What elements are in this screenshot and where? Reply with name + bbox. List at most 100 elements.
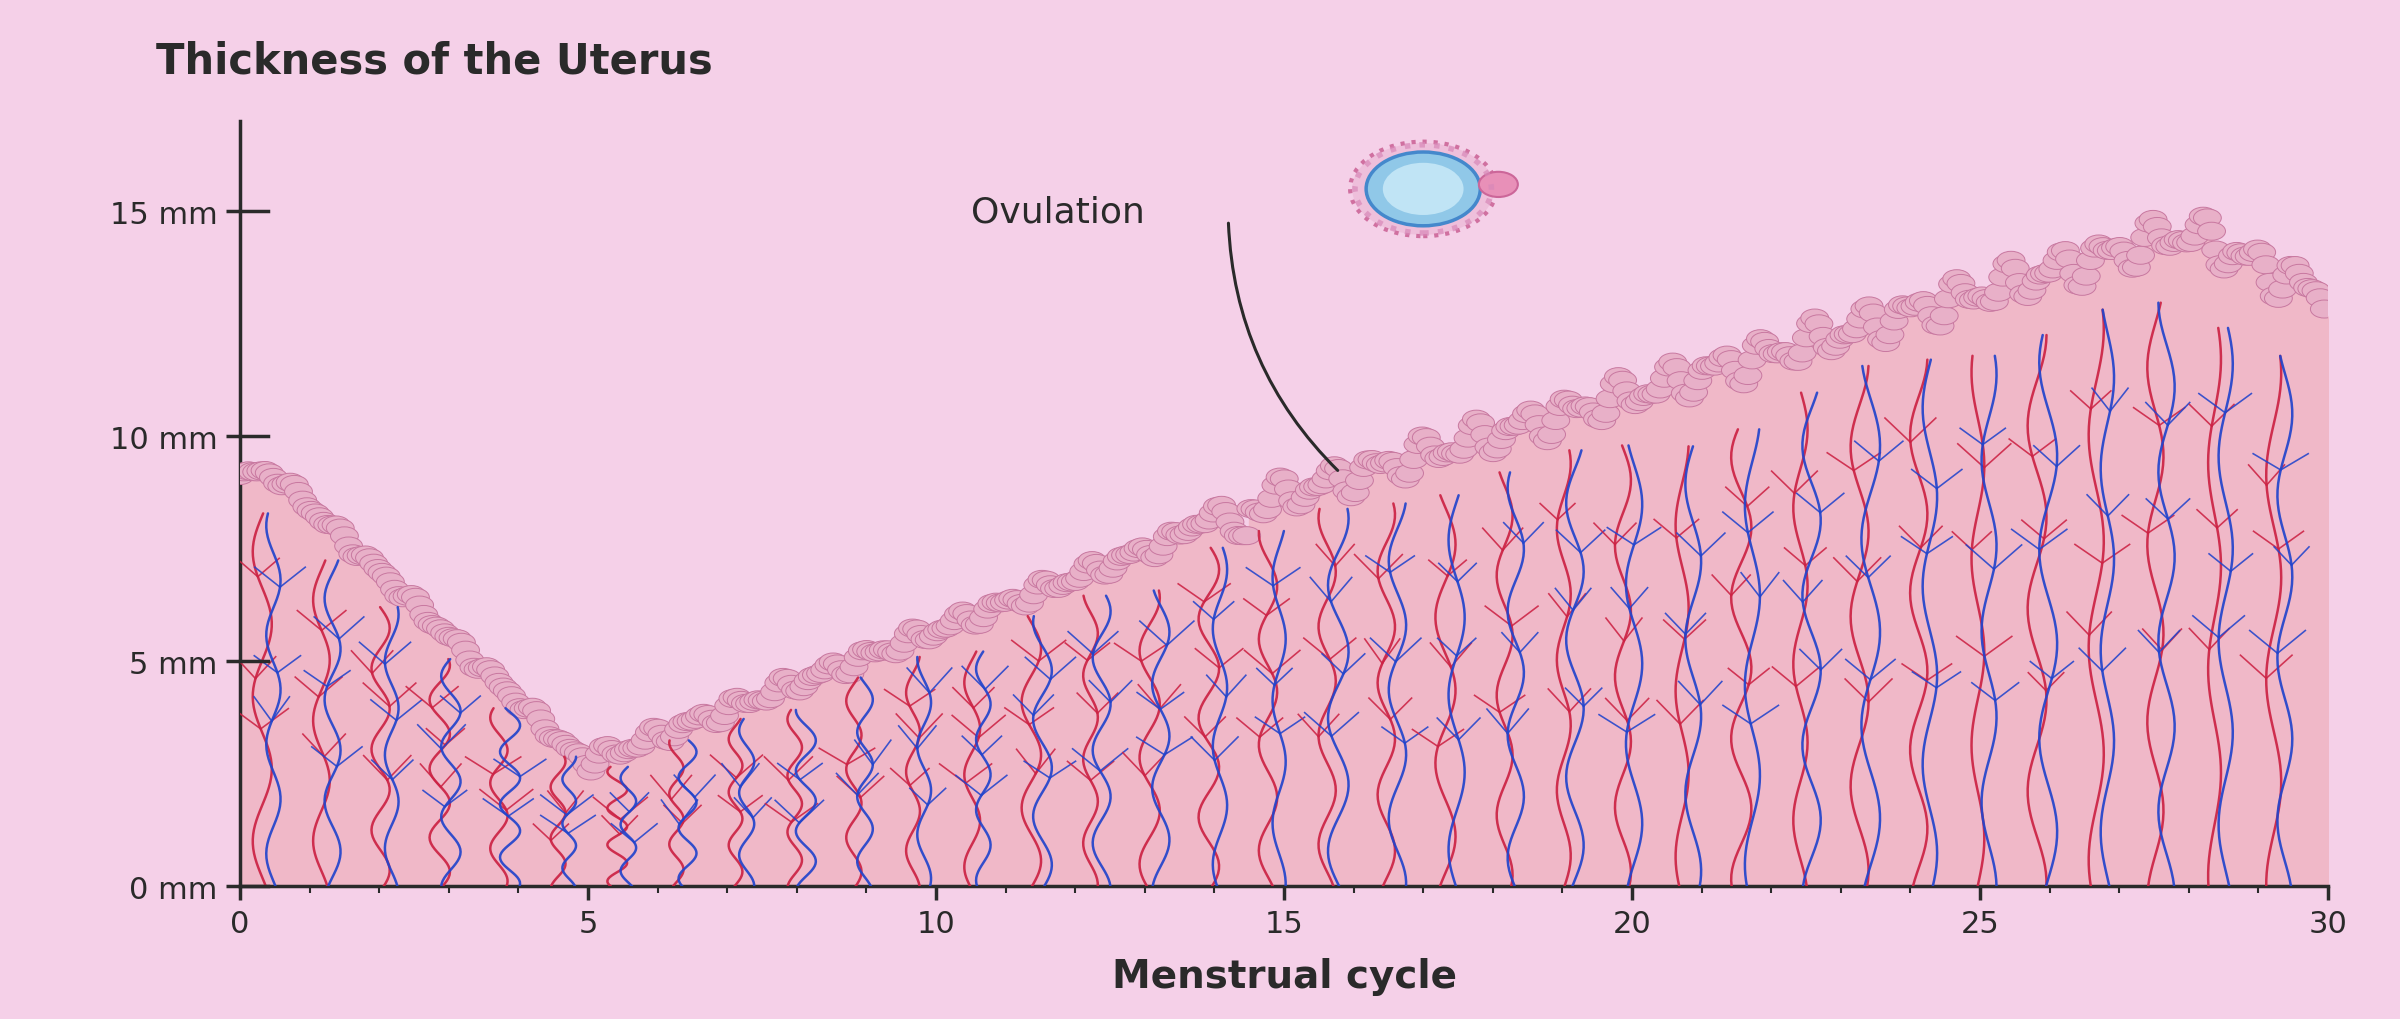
Circle shape: [2280, 257, 2309, 275]
Circle shape: [1296, 482, 1322, 499]
Circle shape: [965, 615, 994, 634]
Circle shape: [1584, 411, 1610, 428]
Circle shape: [1366, 457, 1394, 474]
Circle shape: [1416, 438, 1445, 455]
Circle shape: [1478, 172, 1517, 198]
Circle shape: [722, 689, 751, 706]
Circle shape: [1613, 382, 1642, 400]
Circle shape: [1111, 546, 1140, 565]
Circle shape: [614, 741, 643, 759]
Circle shape: [1483, 440, 1512, 459]
Circle shape: [2076, 253, 2105, 270]
Circle shape: [1325, 460, 1354, 478]
Circle shape: [317, 517, 346, 535]
Circle shape: [818, 653, 847, 672]
Circle shape: [427, 621, 454, 638]
Circle shape: [1049, 577, 1078, 595]
Circle shape: [1219, 523, 1248, 541]
Circle shape: [1838, 325, 1867, 343]
Circle shape: [456, 651, 485, 669]
Circle shape: [1747, 330, 1774, 348]
Circle shape: [665, 720, 694, 739]
Circle shape: [1901, 298, 1930, 316]
Circle shape: [1274, 481, 1303, 498]
Circle shape: [1320, 458, 1349, 475]
Circle shape: [401, 589, 430, 606]
Circle shape: [1934, 290, 1963, 309]
Circle shape: [1066, 570, 1094, 588]
Circle shape: [1054, 574, 1080, 592]
Circle shape: [991, 594, 1018, 611]
Circle shape: [590, 738, 617, 756]
Circle shape: [1608, 372, 1637, 390]
Circle shape: [1702, 358, 1728, 376]
Circle shape: [2268, 281, 2297, 299]
Circle shape: [1349, 459, 1378, 477]
Circle shape: [518, 699, 547, 716]
X-axis label: Menstrual cycle: Menstrual cycle: [1111, 957, 1457, 996]
Circle shape: [727, 692, 756, 709]
Circle shape: [1145, 546, 1174, 565]
Circle shape: [977, 595, 1006, 612]
Circle shape: [1284, 498, 1310, 517]
Circle shape: [1733, 367, 1762, 385]
Circle shape: [242, 464, 271, 481]
Circle shape: [931, 620, 960, 638]
Circle shape: [1212, 503, 1241, 521]
Circle shape: [626, 738, 655, 755]
Circle shape: [953, 605, 982, 623]
Circle shape: [434, 628, 463, 646]
Circle shape: [1428, 448, 1457, 466]
Circle shape: [1003, 591, 1032, 609]
Circle shape: [1495, 418, 1524, 436]
Circle shape: [1075, 555, 1102, 574]
Circle shape: [2249, 244, 2275, 262]
Circle shape: [1510, 412, 1536, 430]
Circle shape: [1800, 310, 1829, 328]
Circle shape: [1601, 375, 1627, 393]
Circle shape: [2136, 215, 2162, 233]
Circle shape: [271, 476, 300, 493]
Circle shape: [446, 634, 475, 651]
Circle shape: [1241, 500, 1270, 519]
Circle shape: [790, 678, 818, 696]
Circle shape: [586, 745, 612, 763]
Circle shape: [1793, 329, 1819, 347]
Circle shape: [1680, 384, 1706, 401]
Circle shape: [1500, 418, 1529, 436]
Circle shape: [1975, 294, 2004, 312]
Circle shape: [1658, 354, 1687, 372]
Circle shape: [1478, 444, 1507, 463]
Circle shape: [497, 687, 526, 705]
Circle shape: [463, 660, 492, 679]
Circle shape: [1286, 496, 1315, 515]
Circle shape: [2222, 244, 2251, 261]
Circle shape: [1670, 385, 1699, 403]
Circle shape: [322, 517, 350, 534]
Circle shape: [1922, 317, 1949, 334]
Circle shape: [2105, 238, 2134, 256]
Circle shape: [898, 620, 926, 638]
Circle shape: [1459, 418, 1486, 435]
Circle shape: [1471, 426, 1498, 444]
Circle shape: [2093, 243, 2122, 260]
Circle shape: [1154, 528, 1181, 546]
Circle shape: [2160, 234, 2189, 253]
Circle shape: [941, 612, 967, 630]
Circle shape: [1190, 516, 1219, 533]
Circle shape: [1944, 270, 1970, 288]
Circle shape: [1409, 428, 1435, 445]
Circle shape: [1574, 398, 1603, 416]
Circle shape: [756, 690, 785, 708]
Circle shape: [1867, 331, 1896, 350]
Circle shape: [511, 701, 538, 719]
Circle shape: [2122, 259, 2150, 277]
Circle shape: [2290, 274, 2318, 292]
Circle shape: [1606, 368, 1632, 386]
Circle shape: [367, 564, 396, 582]
Circle shape: [1258, 490, 1286, 507]
Circle shape: [835, 665, 864, 683]
Circle shape: [1399, 451, 1428, 469]
Circle shape: [415, 612, 442, 631]
Circle shape: [874, 641, 902, 659]
